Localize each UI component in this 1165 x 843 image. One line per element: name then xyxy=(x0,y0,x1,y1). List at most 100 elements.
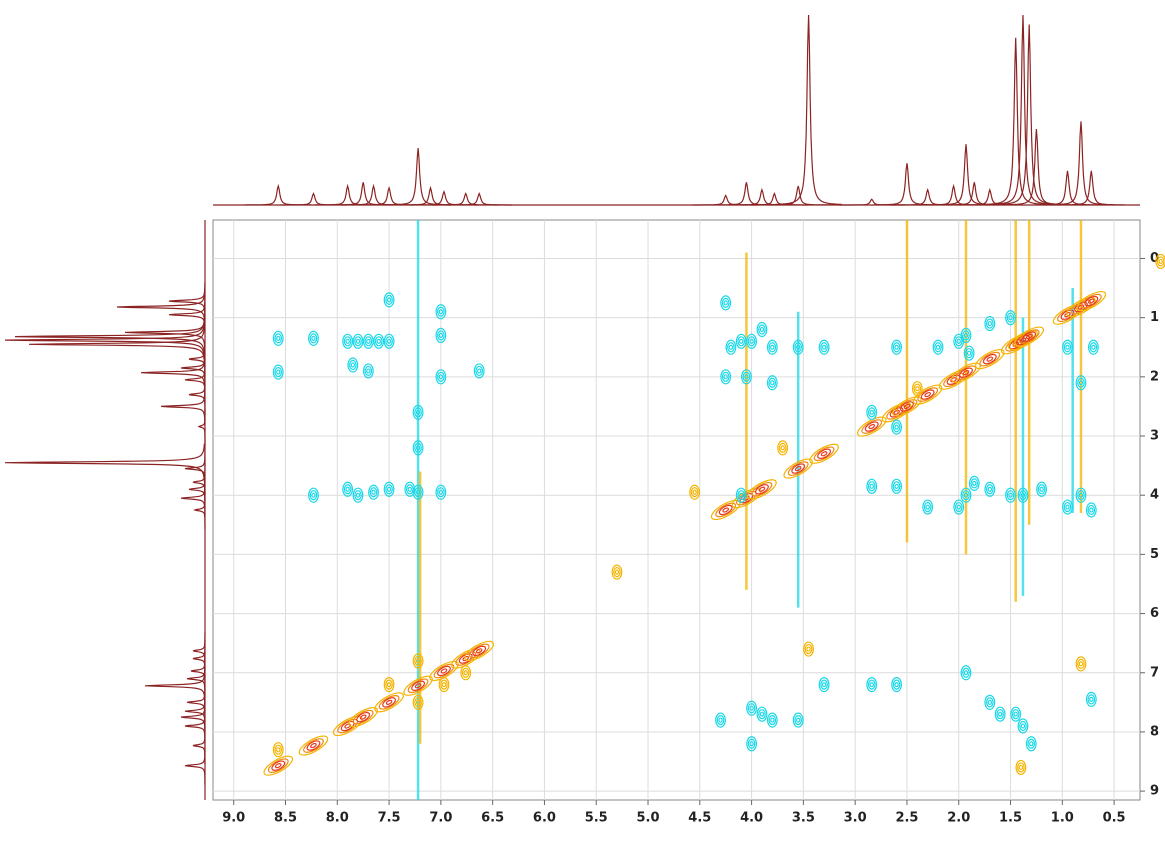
contour-ring xyxy=(276,747,281,753)
contour-ring xyxy=(770,717,775,723)
contour-ring xyxy=(749,338,754,344)
contour-ring xyxy=(986,356,994,362)
contour-peak xyxy=(373,333,385,349)
contour-ring xyxy=(1063,342,1072,353)
contour-ring xyxy=(820,342,828,353)
contour-ring xyxy=(1089,342,1098,353)
contour-ring xyxy=(787,461,809,476)
contour-peak xyxy=(263,755,294,776)
contour-ring xyxy=(923,501,932,513)
contour-ring xyxy=(721,297,730,308)
contour-ring xyxy=(723,300,728,306)
contour-ring xyxy=(1087,298,1095,304)
y-tick-label: 6 xyxy=(1150,606,1159,621)
contour-ring xyxy=(405,484,414,495)
contour-ring xyxy=(1027,738,1036,749)
contour-peak xyxy=(932,339,944,355)
projection-peak xyxy=(116,288,206,326)
contour-ring xyxy=(994,706,1006,722)
contour-peak xyxy=(856,416,887,437)
contour-ring xyxy=(986,318,994,329)
contour-peak xyxy=(348,707,378,728)
y-tick-label: 3 xyxy=(1150,429,1159,444)
projection-peak xyxy=(446,192,513,206)
contour-ring xyxy=(794,715,803,726)
contour-ring xyxy=(956,504,961,510)
contour-ring xyxy=(924,391,931,398)
contour-ring xyxy=(821,344,827,350)
contour-ring xyxy=(1062,499,1073,515)
contour-ring xyxy=(747,703,756,714)
contour-ring xyxy=(437,371,445,382)
contour-ring xyxy=(263,755,294,776)
x-tick-label: 3.0 xyxy=(844,811,867,826)
projection-peak xyxy=(197,407,206,446)
contour-ring xyxy=(1077,658,1085,669)
contour-ring xyxy=(766,375,778,391)
projection-peak xyxy=(280,192,347,206)
contour-ring xyxy=(915,386,920,392)
contour-ring xyxy=(438,332,444,339)
contour-ring xyxy=(429,660,459,682)
contour-ring xyxy=(1019,490,1027,501)
contour-ring xyxy=(366,338,371,344)
contour-peak xyxy=(1017,718,1029,734)
contour-ring xyxy=(1039,486,1044,492)
contour-ring xyxy=(920,389,935,400)
contour-ring xyxy=(362,333,374,349)
contour-ring xyxy=(1014,326,1044,347)
contour-peak xyxy=(404,481,416,497)
contour-ring xyxy=(386,297,392,303)
contour-ring xyxy=(913,383,922,394)
contour-ring xyxy=(298,735,329,756)
contour-ring xyxy=(987,320,993,327)
contour-ring xyxy=(892,422,901,433)
contour-peak xyxy=(866,478,878,494)
contour-ring xyxy=(437,306,445,317)
contour-peak xyxy=(891,478,902,494)
contour-ring xyxy=(869,409,874,415)
contour-peak xyxy=(746,333,757,349)
contour-peak xyxy=(892,396,922,417)
contour-ring xyxy=(818,676,830,693)
contour-ring xyxy=(722,507,730,513)
contour-ring xyxy=(866,676,878,693)
contour-peak xyxy=(809,443,839,464)
contour-peak xyxy=(911,381,923,397)
contour-ring xyxy=(383,676,395,693)
contour-ring xyxy=(689,484,701,500)
projection-peak xyxy=(184,746,206,785)
contour-ring xyxy=(972,480,977,486)
contour-ring xyxy=(1017,718,1029,734)
contour-peak xyxy=(272,742,284,758)
contour-ring xyxy=(806,646,811,652)
contour-ring xyxy=(1091,344,1096,350)
contour-ring xyxy=(744,374,749,380)
contour-ring xyxy=(1037,484,1046,495)
contour-peak xyxy=(308,487,319,503)
contour-ring xyxy=(343,484,352,495)
contour-peak xyxy=(963,345,975,361)
contour-ring xyxy=(891,339,902,355)
contour-ring xyxy=(438,676,450,693)
contour-ring xyxy=(960,665,972,681)
contour-ring xyxy=(739,338,744,344)
projection-peak xyxy=(1034,170,1101,206)
contour-ring xyxy=(791,463,806,474)
contour-peak xyxy=(383,676,395,693)
y-tick-label: 1 xyxy=(1150,310,1159,325)
contour-ring xyxy=(366,368,371,374)
contour-ring xyxy=(917,387,939,402)
contour-ring xyxy=(893,409,900,415)
contour-ring xyxy=(892,396,922,417)
contour-ring xyxy=(735,487,747,503)
contour-ring xyxy=(359,714,367,720)
contour-ring xyxy=(690,487,699,498)
contour-ring xyxy=(441,681,447,688)
contour-ring xyxy=(780,445,785,451)
contour-ring xyxy=(892,679,901,690)
contour-ring xyxy=(987,486,993,492)
contour-ring xyxy=(766,712,778,728)
contour-ring xyxy=(355,492,361,498)
contour-peak xyxy=(342,481,354,497)
